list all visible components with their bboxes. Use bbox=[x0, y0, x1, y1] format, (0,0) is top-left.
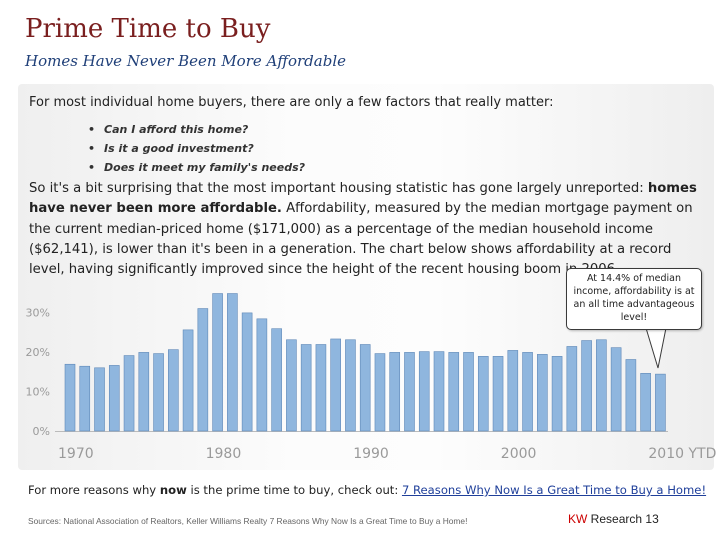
reasons-link[interactable]: 7 Reasons Why Now Is a Great Time to Buy… bbox=[401, 483, 707, 497]
bar-1993 bbox=[404, 352, 415, 432]
callout-box: At 14.4% of median income, affordability… bbox=[566, 268, 702, 330]
bar-1986 bbox=[300, 344, 312, 432]
x-tick-label: 1970 bbox=[58, 446, 94, 462]
bar-1991 bbox=[374, 353, 386, 432]
page-number: 13 bbox=[645, 512, 659, 526]
bar-1995 bbox=[433, 351, 445, 432]
y-tick-label: 20% bbox=[26, 346, 50, 359]
bar-1971 bbox=[79, 365, 91, 432]
bullet-afford: Can I afford this home? bbox=[88, 120, 305, 139]
paragraph-part2: Affordability, measured by the median mo… bbox=[29, 201, 693, 278]
footer-now: now bbox=[159, 483, 187, 497]
x-tick-label: 2010 YTD bbox=[648, 446, 716, 462]
kw-logo-text: KW bbox=[568, 512, 588, 526]
x-tick-label: 1990 bbox=[353, 446, 389, 462]
bar-1998 bbox=[477, 356, 489, 432]
intro-text: For most individual home buyers, there a… bbox=[29, 95, 554, 110]
bullet-needs: Does it meet my family's needs? bbox=[88, 158, 305, 177]
bar-1983 bbox=[256, 318, 268, 432]
bar-1972 bbox=[94, 367, 105, 432]
sources-text: Sources: National Association of Realtor… bbox=[28, 516, 468, 526]
y-tick-label: 0% bbox=[33, 425, 50, 438]
bar-1988 bbox=[330, 338, 341, 432]
bar-1980 bbox=[212, 293, 223, 432]
bar-2002 bbox=[537, 354, 548, 432]
bar-2004 bbox=[566, 346, 578, 432]
bar-1992 bbox=[389, 352, 401, 432]
bar-1985 bbox=[286, 339, 297, 432]
y-tick-label: 10% bbox=[26, 386, 50, 399]
bar-2007 bbox=[610, 347, 622, 432]
bar-1989 bbox=[345, 339, 356, 432]
bar-1974 bbox=[123, 355, 135, 432]
bar-1977 bbox=[168, 349, 179, 432]
bar-1981 bbox=[227, 293, 238, 432]
bar-1975 bbox=[138, 352, 150, 432]
x-tick-label: 1980 bbox=[206, 446, 242, 462]
bar-1973 bbox=[108, 365, 120, 432]
bar-1994 bbox=[418, 351, 430, 432]
bar-1976 bbox=[153, 353, 164, 432]
footer-middle: is the prime time to buy, check out: bbox=[186, 483, 402, 497]
brand-footer: KW Research 13 bbox=[568, 512, 659, 526]
bar-2009 bbox=[640, 373, 651, 432]
bar-2003 bbox=[551, 356, 563, 432]
bar-1978 bbox=[182, 329, 194, 432]
paragraph-bold: homes have never been more affordable. bbox=[29, 181, 697, 217]
body-paragraph: So it's a bit surprising that the most i… bbox=[29, 179, 705, 280]
paragraph-part1: So it's a bit surprising that the most i… bbox=[29, 181, 648, 196]
bar-1999 bbox=[492, 356, 504, 432]
slide-subtitle: Homes Have Never Been More Affordable bbox=[25, 52, 347, 70]
bar-2005 bbox=[581, 340, 592, 432]
bar-1984 bbox=[271, 328, 282, 432]
bar-1987 bbox=[315, 344, 327, 432]
bar-2000 bbox=[507, 350, 519, 432]
bar-1996 bbox=[448, 352, 460, 432]
bar-2010 bbox=[655, 373, 666, 432]
x-tick-label: 2000 bbox=[501, 446, 537, 462]
y-tick-label: 30% bbox=[26, 307, 50, 320]
footer-note: For more reasons why now is the prime ti… bbox=[28, 483, 706, 497]
bar-2006 bbox=[596, 339, 607, 432]
bullet-investment: Is it a good investment? bbox=[88, 139, 305, 158]
slide-title: Prime Time to Buy bbox=[25, 14, 271, 44]
bar-1990 bbox=[359, 344, 371, 432]
bar-1970 bbox=[64, 363, 76, 432]
research-label: Research bbox=[587, 512, 643, 526]
bar-2001 bbox=[522, 352, 533, 432]
footer-prefix: For more reasons why bbox=[28, 483, 160, 497]
bar-1979 bbox=[197, 308, 209, 432]
bar-2008 bbox=[625, 359, 637, 432]
affordability-chart: 0% 10% 20% 30% 1970 1980 1990 2000 2010 YTD bbox=[26, 293, 716, 462]
bar-1982 bbox=[241, 312, 253, 432]
question-list: Can I afford this home? Is it a good inv… bbox=[88, 120, 305, 177]
bar-1997 bbox=[463, 352, 474, 432]
